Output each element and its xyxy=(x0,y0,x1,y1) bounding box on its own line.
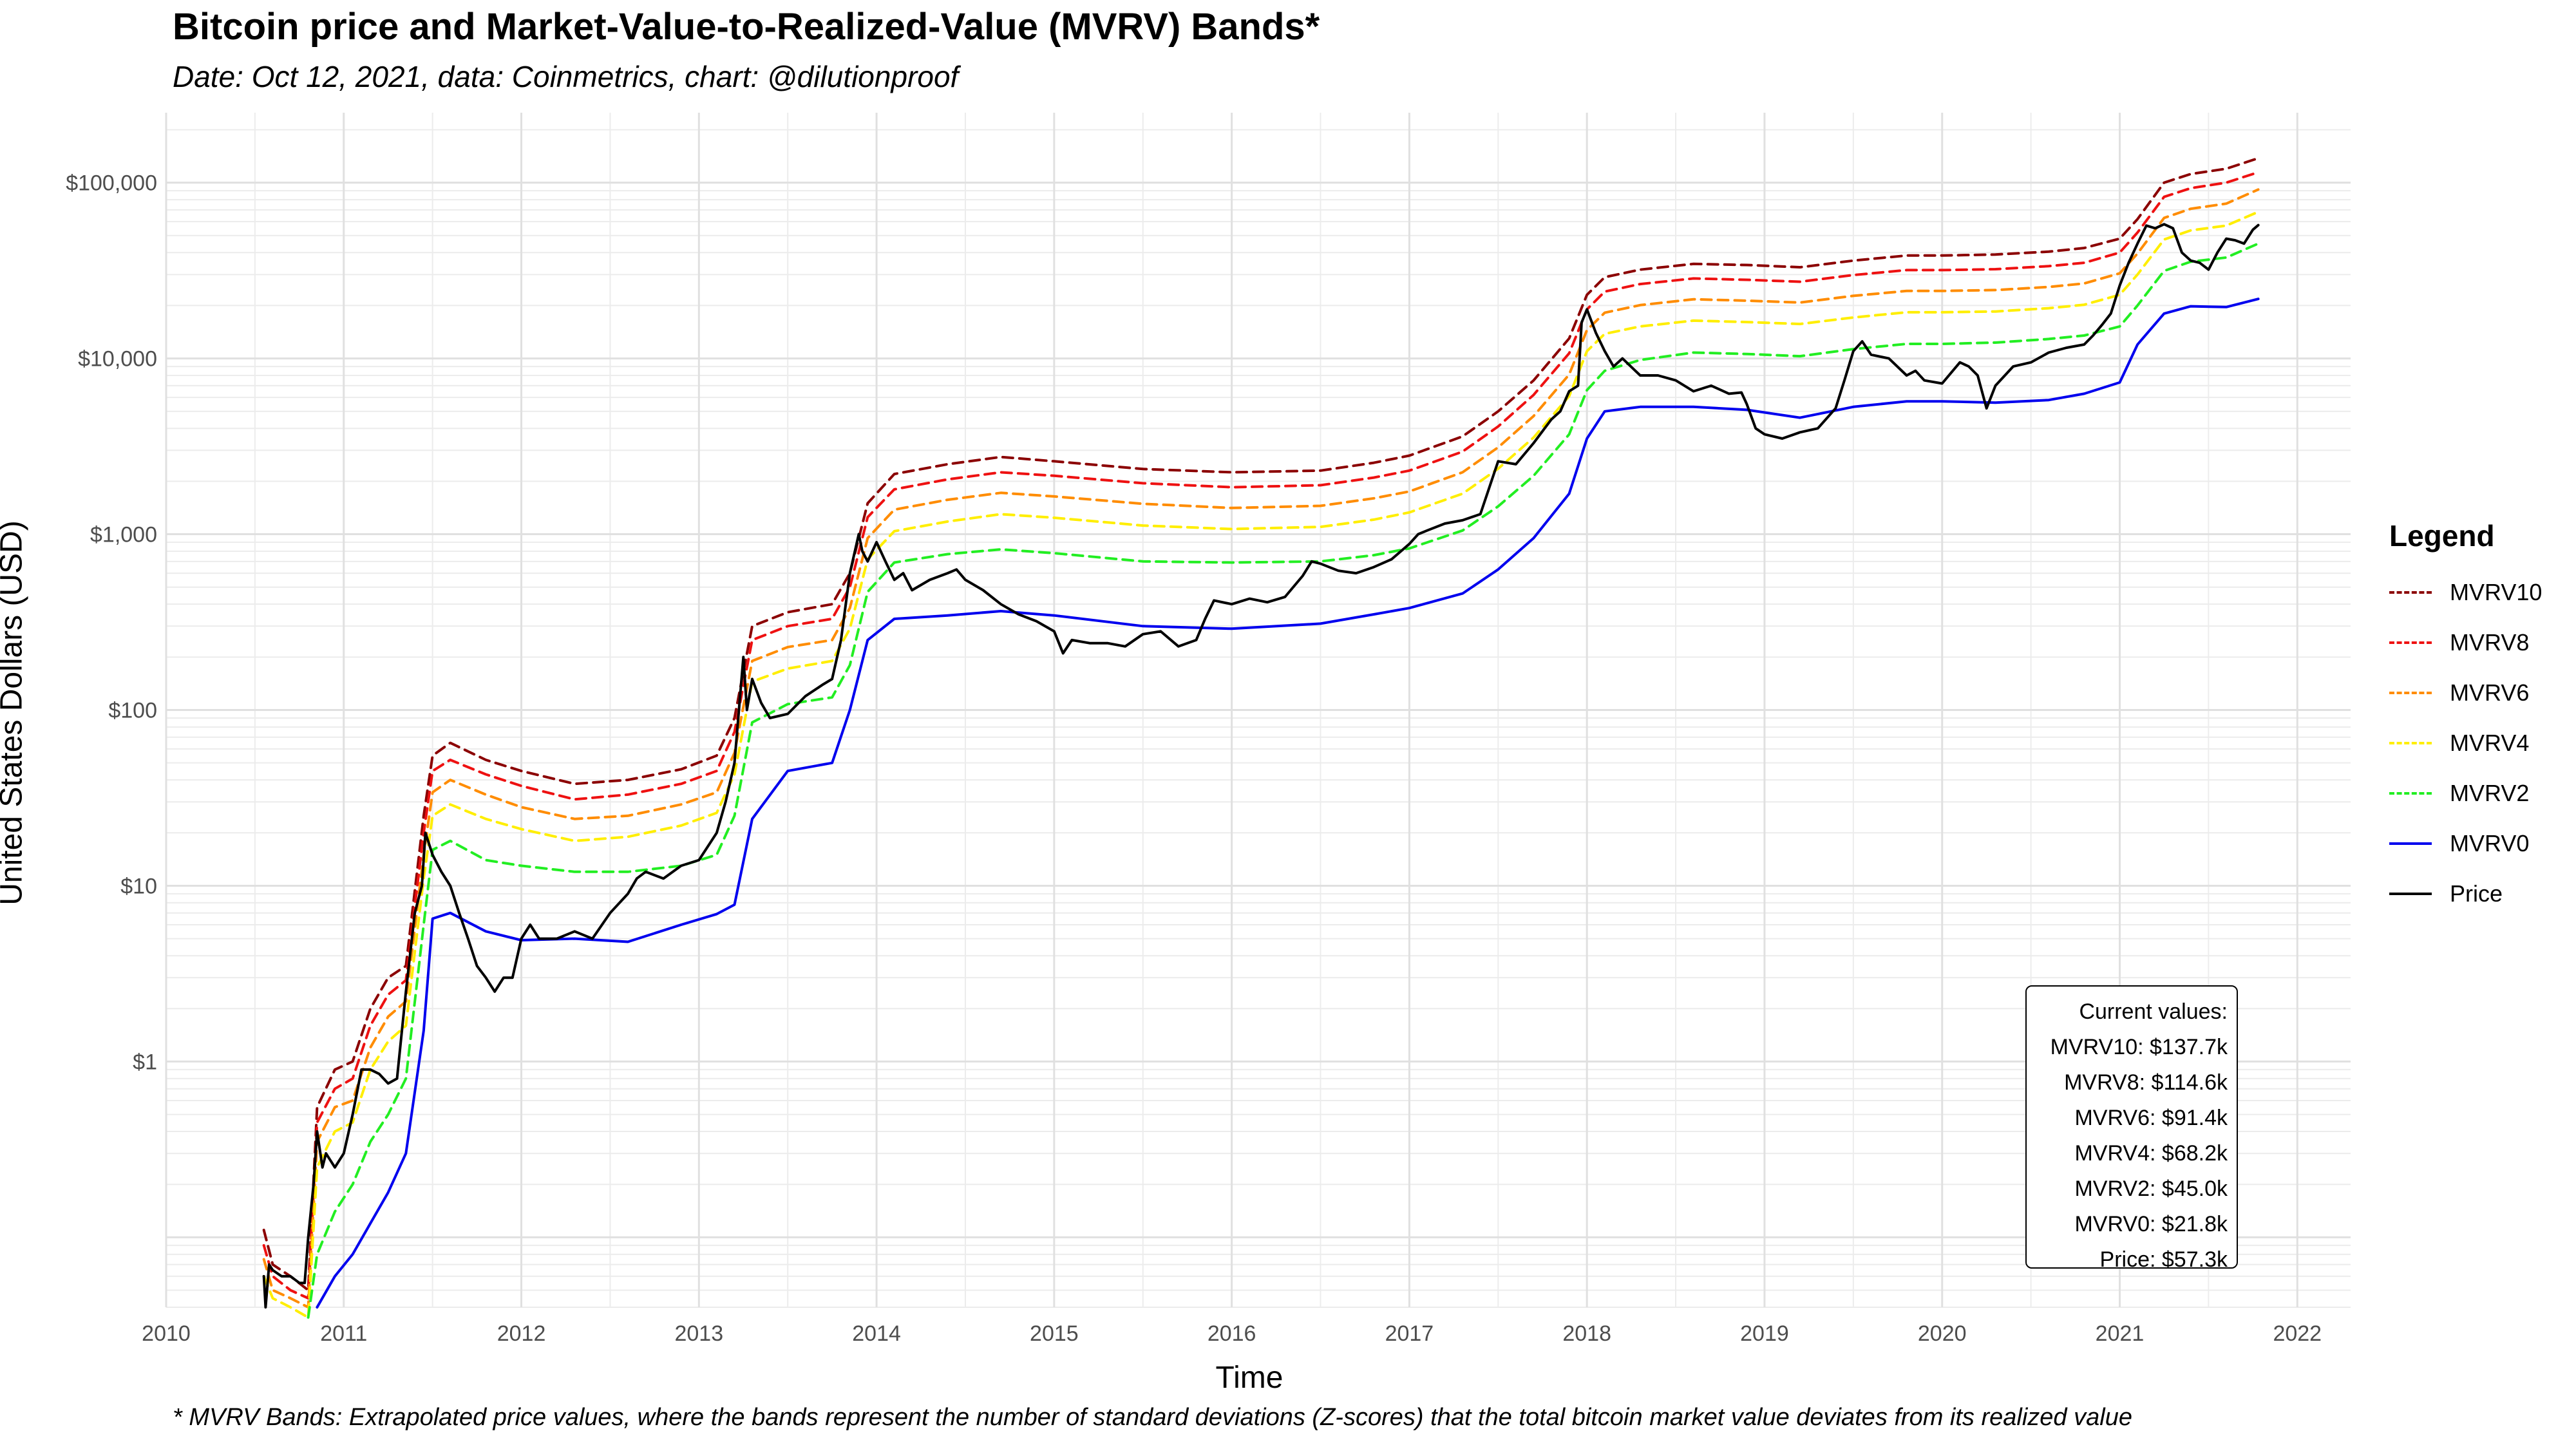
legend-swatch xyxy=(2389,641,2432,644)
legend-item-mvrv0: MVRV0 xyxy=(2389,818,2542,869)
x-tick-label: 2015 xyxy=(1030,1321,1079,1346)
x-tick-label: 2013 xyxy=(674,1321,723,1346)
current-value-mvrv0: MVRV0: $21.8k xyxy=(2074,1212,2228,1236)
x-tick-label: 2016 xyxy=(1208,1321,1256,1346)
legend-label: MVRV2 xyxy=(2450,780,2530,806)
legend-item-mvrv4: MVRV4 xyxy=(2389,718,2542,768)
current-value-mvrv6: MVRV6: $91.4k xyxy=(2074,1106,2228,1130)
legend-swatch xyxy=(2389,893,2432,895)
y-tick-label: $10 xyxy=(120,874,157,898)
axis-ticks: $1 $10 $100 $1,000 $10,000 $100,000 2010 2011 20… xyxy=(66,171,2322,1346)
current-values-box: Current values: MVRV10: $137.7k MVRV8: $… xyxy=(2025,985,2238,1272)
legend-label: MVRV4 xyxy=(2450,730,2530,756)
current-value-price: Price: $57.3k xyxy=(2099,1247,2228,1272)
x-tick-label: 2022 xyxy=(2273,1321,2322,1346)
y-tick-label: $10,000 xyxy=(78,347,157,372)
legend-swatch xyxy=(2389,591,2432,594)
legend-label: MVRV8 xyxy=(2450,629,2530,656)
x-tick-label: 2014 xyxy=(852,1321,901,1346)
legend-label: MVRV6 xyxy=(2450,679,2530,706)
legend-label: Price xyxy=(2450,880,2503,907)
x-tick-label: 2019 xyxy=(1740,1321,1789,1346)
x-axis-label: Time xyxy=(1215,1361,1283,1395)
legend: Legend MVRV10 MVRV8 MVRV6 MVRV4 MVRV2 MVRV0 Pr… xyxy=(2389,518,2542,919)
x-tick-label: 2020 xyxy=(1918,1321,1967,1346)
x-tick-label: 2021 xyxy=(2096,1321,2145,1346)
legend-title: Legend xyxy=(2389,519,2495,553)
major-gridlines xyxy=(165,113,2351,1307)
legend-items: MVRV10 MVRV8 MVRV6 MVRV4 MVRV2 MVRV0 Price xyxy=(2389,567,2542,919)
series-line-mvrv6 xyxy=(262,188,2260,1309)
current-values-header: Current values: xyxy=(2079,999,2228,1024)
y-tick-label: $100 xyxy=(108,699,157,723)
current-value-mvrv2: MVRV2: $45.0k xyxy=(2074,1177,2228,1201)
legend-label: MVRV0 xyxy=(2450,830,2530,856)
x-tick-label: 2017 xyxy=(1385,1321,1434,1346)
series-line-mvrv10 xyxy=(262,156,2260,1292)
series-line-mvrv8 xyxy=(262,171,2260,1300)
y-tick-label: $1 xyxy=(133,1050,157,1074)
minor-gridlines xyxy=(166,113,2351,1308)
series-lines xyxy=(262,156,2260,1319)
chart-caption: * MVRV Bands: Extrapolated price values,… xyxy=(173,1404,2132,1431)
x-tick-label: 2012 xyxy=(497,1321,546,1346)
y-tick-label: $100,000 xyxy=(66,171,157,196)
chart-title: Bitcoin price and Market-Value-to-Realiz… xyxy=(173,6,1320,48)
legend-swatch xyxy=(2389,692,2432,694)
legend-item-mvrv2: MVRV2 xyxy=(2389,768,2542,818)
y-axis-label: United States Dollars (USD) xyxy=(0,520,29,905)
current-value-mvrv8: MVRV8: $114.6k xyxy=(2064,1070,2228,1095)
x-tick-label: 2011 xyxy=(320,1321,367,1346)
legend-item-price: Price xyxy=(2389,869,2542,919)
legend-swatch xyxy=(2389,742,2432,744)
legend-item-mvrv6: MVRV6 xyxy=(2389,668,2542,718)
legend-label: MVRV10 xyxy=(2450,579,2543,605)
legend-item-mvrv8: MVRV8 xyxy=(2389,618,2542,668)
series-line-price xyxy=(262,223,2260,1309)
current-value-mvrv4: MVRV4: $68.2k xyxy=(2074,1141,2228,1166)
series-line-mvrv0 xyxy=(316,298,2260,1309)
legend-swatch xyxy=(2389,792,2432,795)
y-tick-label: $1,000 xyxy=(90,523,157,547)
series-line-mvrv2 xyxy=(307,242,2260,1319)
x-tick-label: 2010 xyxy=(142,1321,191,1346)
series-line-mvrv4 xyxy=(262,211,2260,1319)
legend-swatch xyxy=(2389,842,2432,845)
chart-subtitle: Date: Oct 12, 2021, data: Coinmetrics, c… xyxy=(173,60,959,93)
legend-item-mvrv10: MVRV10 xyxy=(2389,567,2542,618)
current-value-mvrv10: MVRV10: $137.7k xyxy=(2050,1035,2228,1059)
x-tick-label: 2018 xyxy=(1562,1321,1611,1346)
